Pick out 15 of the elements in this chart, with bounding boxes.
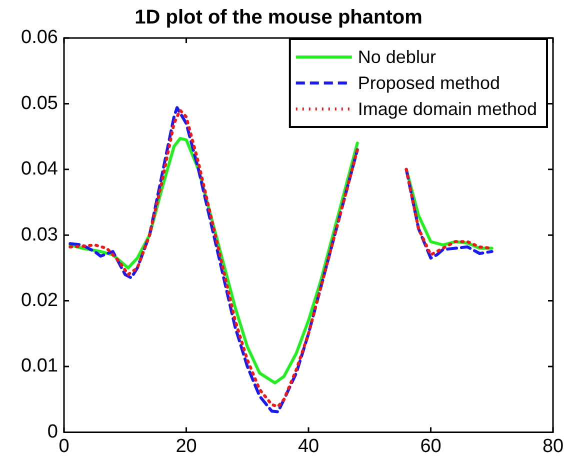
y-tick-label: 0.05 [21,92,58,114]
chart-title: 1D plot of the mouse phantom [134,6,422,29]
y-tick-label: 0.03 [21,224,58,246]
legend-label: Proposed method [358,72,500,93]
y-tick-label: 0.02 [21,290,58,312]
x-tick-label: 80 [542,436,564,457]
x-tick-label: 60 [420,436,442,457]
y-tick-label: 0 [47,421,58,442]
x-tick-label: 20 [176,436,197,457]
legend-label: No deblur [358,46,436,67]
y-tick-label: 0.01 [21,356,58,377]
x-tick-label: 40 [298,436,320,457]
legend-label: Image domain method [358,98,538,119]
y-tick-label: 0.06 [21,27,58,48]
y-tick-label: 0.04 [21,158,58,180]
